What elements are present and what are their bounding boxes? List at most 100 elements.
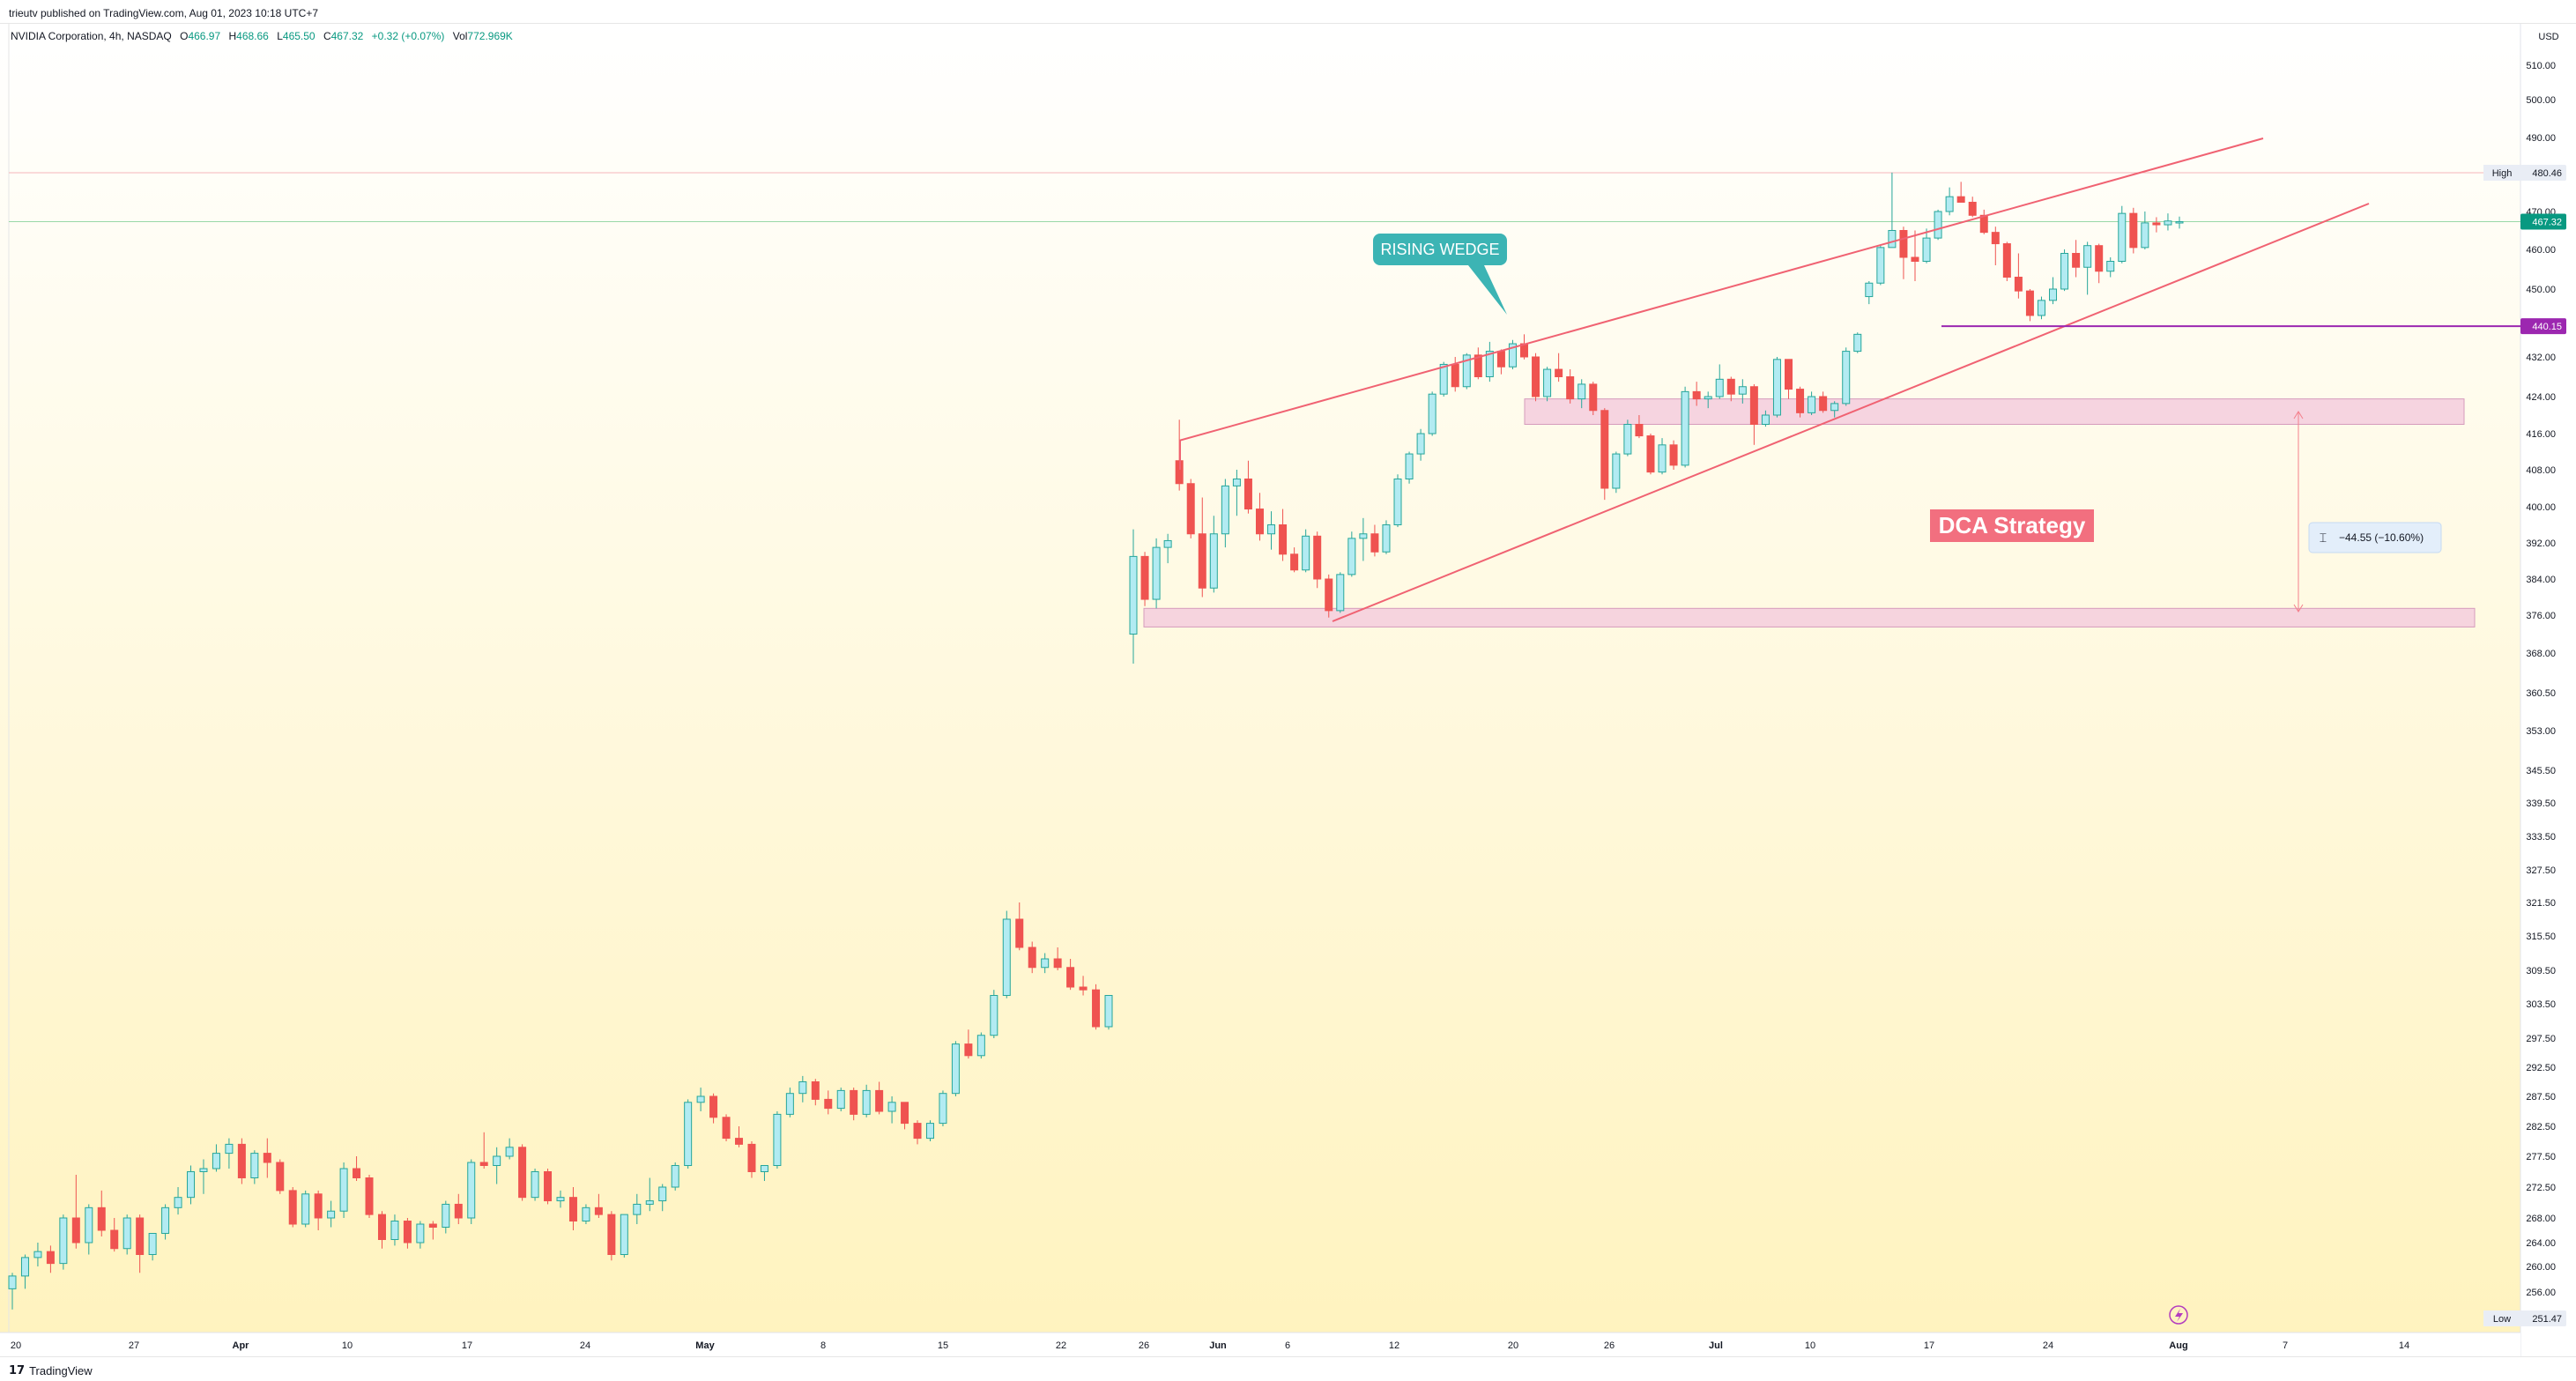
candle-body[interactable]	[1508, 343, 1517, 368]
candle-body[interactable]	[46, 1251, 55, 1265]
candle-body[interactable]	[773, 1113, 782, 1167]
candle-body[interactable]	[2118, 212, 2127, 262]
candle-body[interactable]	[1772, 359, 1781, 416]
candle-body[interactable]	[225, 1143, 234, 1155]
candle-body[interactable]	[568, 1197, 577, 1221]
candle-body[interactable]	[824, 1098, 833, 1110]
candle-body[interactable]	[161, 1207, 170, 1235]
candle-body[interactable]	[990, 995, 998, 1036]
candle-body[interactable]	[1290, 553, 1299, 571]
candle-body[interactable]	[390, 1221, 399, 1240]
candle-body[interactable]	[887, 1102, 896, 1112]
candle-body[interactable]	[327, 1210, 336, 1219]
candle-body[interactable]	[2175, 221, 2184, 224]
candle-body[interactable]	[353, 1168, 361, 1178]
candle-body[interactable]	[136, 1217, 145, 1255]
candle-body[interactable]	[1635, 424, 1644, 437]
candle-body[interactable]	[620, 1214, 628, 1255]
candle-body[interactable]	[1979, 214, 1988, 234]
candle-body[interactable]	[684, 1102, 693, 1167]
price-range-measure[interactable]: ⌶ −44.55 (−10.60%)	[2293, 411, 2442, 613]
candle-body[interactable]	[1968, 201, 1977, 216]
candle-body[interactable]	[1761, 414, 1770, 425]
candle-body[interactable]	[836, 1089, 845, 1110]
candle-body[interactable]	[1922, 237, 1931, 263]
candle-body[interactable]	[862, 1089, 871, 1115]
candle-body[interactable]	[212, 1153, 220, 1169]
candle-body[interactable]	[1053, 958, 1062, 969]
candle-body[interactable]	[2164, 220, 2172, 226]
candle-body[interactable]	[122, 1217, 131, 1250]
time-axis[interactable]: 20 27 Apr 10 17 24 May 8 15 22 26 Jun 6 12 20 26 Jul 10 17…	[11, 1340, 2409, 1351]
candle-body[interactable]	[1853, 333, 1862, 353]
candle-body[interactable]	[1623, 424, 1632, 455]
candle-body[interactable]	[1428, 393, 1436, 434]
upper-zone-box[interactable]	[1524, 398, 2465, 425]
candle-body[interactable]	[1612, 453, 1621, 489]
candle-body[interactable]	[1451, 363, 1459, 388]
candle-body[interactable]	[1152, 546, 1161, 600]
candle-body[interactable]	[1163, 539, 1172, 548]
candle-body[interactable]	[1842, 351, 1851, 405]
candle-body[interactable]	[2025, 290, 2034, 316]
candle-body[interactable]	[1485, 351, 1494, 378]
candle-body[interactable]	[594, 1207, 603, 1215]
candle-body[interactable]	[237, 1143, 246, 1179]
candle-body[interactable]	[850, 1089, 858, 1115]
candle-body[interactable]	[2014, 277, 2023, 292]
candle-body[interactable]	[531, 1171, 539, 1199]
candle-body[interactable]	[976, 1035, 985, 1057]
candle-body[interactable]	[174, 1197, 182, 1208]
candle-body[interactable]	[263, 1153, 271, 1163]
candle-body[interactable]	[1209, 533, 1218, 589]
candle-body[interactable]	[1015, 918, 1024, 948]
candle-body[interactable]	[2049, 288, 2058, 301]
candle-body[interactable]	[645, 1200, 654, 1205]
candle-body[interactable]	[199, 1168, 208, 1172]
candle-body[interactable]	[1704, 396, 1712, 400]
candle-body[interactable]	[1566, 376, 1575, 400]
candle-body[interactable]	[1865, 282, 1874, 298]
wedge-lower-line[interactable]	[1332, 203, 2370, 622]
candle-body[interactable]	[2095, 245, 2104, 272]
candle-body[interactable]	[493, 1155, 501, 1166]
chart-plot[interactable]: RISING WEDGE DCA Strategy ⌶ −44.55 (−10.60%…	[0, 24, 2576, 1356]
candle-body[interactable]	[709, 1095, 718, 1118]
candle-body[interactable]	[1336, 574, 1345, 612]
candle-body[interactable]	[1129, 555, 1138, 635]
candle-body[interactable]	[747, 1143, 756, 1173]
candle-body[interactable]	[1439, 363, 1448, 395]
candle-body[interactable]	[1279, 524, 1288, 555]
lower-zone-box[interactable]	[1143, 607, 2476, 627]
candle-body[interactable]	[1726, 378, 1735, 395]
candle-body[interactable]	[33, 1251, 42, 1258]
candle-body[interactable]	[1911, 256, 1919, 262]
candle-body[interactable]	[1692, 390, 1701, 400]
candle-body[interactable]	[1370, 533, 1379, 553]
candle-body[interactable]	[633, 1203, 642, 1215]
candle-body[interactable]	[1002, 918, 1011, 996]
candle-body[interactable]	[722, 1117, 731, 1140]
candle-body[interactable]	[301, 1193, 310, 1225]
candle-body[interactable]	[187, 1171, 196, 1199]
replay-lightning-icon[interactable]	[2169, 1305, 2188, 1325]
candle-body[interactable]	[416, 1223, 425, 1244]
candle-body[interactable]	[1669, 444, 1678, 466]
candle-body[interactable]	[658, 1186, 667, 1202]
candle-body[interactable]	[1079, 986, 1088, 991]
candle-body[interactable]	[250, 1153, 259, 1178]
candle-body[interactable]	[925, 1123, 934, 1140]
candle-body[interactable]	[2106, 261, 2115, 272]
candle-body[interactable]	[785, 1093, 794, 1115]
candle-body[interactable]	[1830, 403, 1839, 412]
candle-body[interactable]	[2002, 243, 2011, 278]
candle-body[interactable]	[148, 1233, 157, 1255]
candle-body[interactable]	[1785, 359, 1793, 390]
candle-body[interactable]	[901, 1102, 909, 1125]
candle-body[interactable]	[1681, 390, 1689, 466]
dca-strategy-label[interactable]: DCA Strategy	[1930, 509, 2094, 542]
candle-body[interactable]	[1359, 533, 1368, 539]
candle-body[interactable]	[1715, 378, 1724, 397]
candle-body[interactable]	[696, 1095, 705, 1103]
candle-body[interactable]	[760, 1165, 768, 1172]
